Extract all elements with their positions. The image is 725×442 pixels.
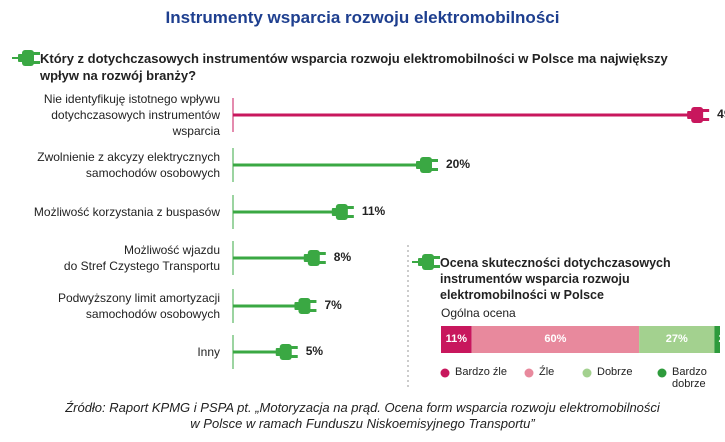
bar-plug <box>298 298 311 314</box>
legend-label: Bardzo źle <box>455 366 507 378</box>
bar-plug <box>290 355 298 358</box>
bar-plug <box>307 250 320 266</box>
bar-plug <box>416 161 421 169</box>
value-label: 11% <box>361 204 386 218</box>
bar-plug <box>331 208 337 216</box>
value-label: 7% <box>324 298 342 312</box>
bar-plug <box>702 118 710 121</box>
bar-plug <box>420 157 432 173</box>
legend-marker <box>524 368 534 378</box>
chart-title: Ocena skuteczności dotychczasowych instr… <box>440 256 671 302</box>
category-label: Inny <box>197 345 220 359</box>
legend-marker <box>440 368 450 378</box>
bar-plug <box>290 346 298 349</box>
bar-segment <box>441 326 472 353</box>
value-label: 8% <box>333 250 352 264</box>
plug-icon <box>418 258 423 266</box>
plug-icon <box>22 50 34 66</box>
bar-plug <box>275 348 281 356</box>
source: Źródło: Raport KPMG i PSPA pt. „Motoryza… <box>65 400 660 431</box>
plug-icon <box>422 254 434 270</box>
legend-marker <box>582 368 592 378</box>
value-label: 11% <box>445 333 468 345</box>
value-label: 20% <box>446 157 471 171</box>
legend-label: Źle <box>539 366 555 378</box>
plug-icon <box>433 256 440 259</box>
bar-plug <box>702 109 710 112</box>
legend-marker <box>657 368 667 378</box>
plug-icon <box>433 265 440 268</box>
bar <box>233 298 317 314</box>
bar-plug <box>346 206 354 209</box>
bar <box>233 107 710 123</box>
value-label: 5% <box>305 344 324 358</box>
bar-plug <box>303 254 309 262</box>
bar-plug <box>335 204 348 220</box>
bar-segment <box>714 326 720 353</box>
plug-icon <box>412 254 440 270</box>
category-label: Zwolnienie z akcyzy elektrycznych samoch… <box>37 150 220 180</box>
bar-plug <box>431 159 438 162</box>
category-label: Nie identyfikuję istotnego wpływu dotych… <box>43 92 220 138</box>
bar <box>233 157 438 173</box>
bar-plug <box>318 261 326 264</box>
bar-segment <box>639 326 715 353</box>
value-label: 49% <box>717 107 725 121</box>
bar-plug <box>346 215 354 218</box>
bar-segment <box>471 326 640 353</box>
bar-plug <box>309 300 317 303</box>
bar-plug <box>431 168 438 171</box>
bar <box>233 204 354 220</box>
legend-label: Dobrze <box>597 366 633 378</box>
legend-label: Bardzo dobrze <box>672 366 707 390</box>
bar <box>233 344 298 360</box>
value-label: 2% <box>718 333 725 345</box>
category-label: Możliwość korzystania z buspasów <box>33 205 220 219</box>
bar-plug <box>691 107 704 123</box>
bar-plug <box>687 111 693 119</box>
page-title: Instrumenty wsparcia rozwoju elektromobi… <box>165 8 560 27</box>
plug-icon <box>12 50 40 66</box>
bar-plug <box>309 309 317 312</box>
value-label: 27% <box>665 333 688 345</box>
plug-icon <box>18 54 23 62</box>
category-label: Ogólna ocena <box>441 306 516 320</box>
chart-title: Który z dotychczasowych instrumentów wsp… <box>40 51 668 83</box>
category-label: Podwyższony limit amortyzacji samochodów… <box>57 291 220 321</box>
bar-plug <box>318 252 326 255</box>
category-label: Możliwość wjazdu do Stref Czystego Trans… <box>63 243 220 273</box>
bar-plug <box>279 344 292 360</box>
bar-plug <box>294 302 300 310</box>
plug-icon <box>33 52 40 55</box>
bar <box>233 250 326 266</box>
value-label: 60% <box>544 333 567 345</box>
plug-icon <box>33 61 40 64</box>
